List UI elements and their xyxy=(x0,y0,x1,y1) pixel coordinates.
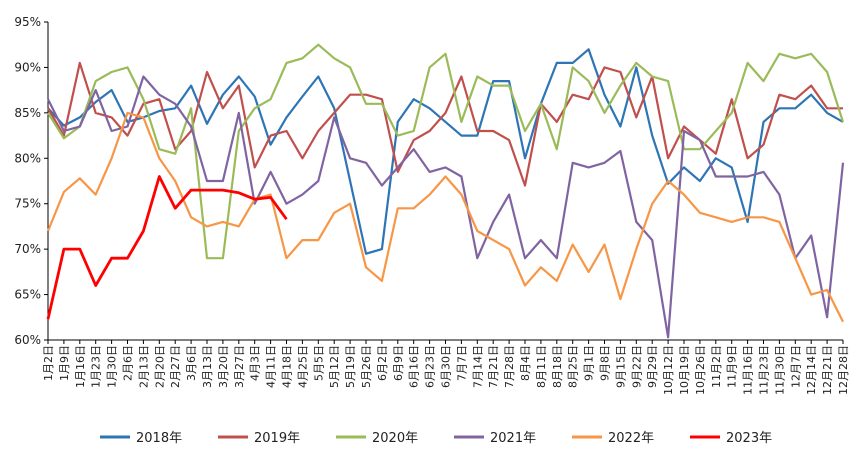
x-tick-label: 9月22日 xyxy=(630,345,643,388)
series-layer xyxy=(46,43,845,339)
x-tick-label: 5月5日 xyxy=(312,345,325,381)
x-tick-label: 1月2日 xyxy=(42,345,55,381)
x-tick-label: 10月26日 xyxy=(694,345,707,395)
y-tick-label: 75% xyxy=(14,197,41,211)
legend-label: 2022年 xyxy=(608,431,654,446)
x-tick-label: 12月7日 xyxy=(789,345,802,388)
x-tick-label: 2月20日 xyxy=(153,345,166,388)
x-tick-label: 7月14日 xyxy=(471,345,484,388)
x-tick-label: 2月13日 xyxy=(137,345,150,388)
y-tick-label: 85% xyxy=(14,106,41,120)
x-tick-label: 12月14日 xyxy=(805,345,818,395)
x-tick-label: 11月16日 xyxy=(742,345,755,395)
x-tick-label: 10月12日 xyxy=(662,345,675,395)
x-tick-label: 8月18日 xyxy=(551,345,564,388)
legend-label: 2019年 xyxy=(254,431,300,446)
y-tick-label: 70% xyxy=(14,242,41,256)
x-tick-label: 5月26日 xyxy=(360,345,373,388)
x-tick-label: 11月2日 xyxy=(710,345,723,388)
x-tick-label: 2月6日 xyxy=(122,345,135,381)
x-tick-label: 6月16日 xyxy=(408,345,421,388)
x-tick-label: 1月23日 xyxy=(90,345,103,388)
x-tick-label: 11月30日 xyxy=(773,345,786,395)
x-tick-label: 7月28日 xyxy=(503,345,516,388)
legend-label: 2023年 xyxy=(726,431,772,446)
x-tick-label: 9月8日 xyxy=(599,345,612,381)
x-tick-label: 8月25日 xyxy=(567,345,580,388)
legend-label: 2020年 xyxy=(372,431,418,446)
x-tick-label: 4月25日 xyxy=(296,345,309,388)
x-tick-label: 6月2日 xyxy=(376,345,389,381)
x-tick-label: 8月4日 xyxy=(519,345,532,381)
series-line-2023年 xyxy=(46,175,288,320)
x-tick-label: 1月16日 xyxy=(74,345,87,388)
series-line-2021年 xyxy=(47,75,845,339)
x-tick-label: 2月27日 xyxy=(169,345,182,388)
x-tick-label: 7月7日 xyxy=(455,345,468,381)
x-tick-label: 1月30日 xyxy=(106,345,119,388)
legend-label: 2021年 xyxy=(490,431,536,446)
legend: 2018年 2019年 2020年 2021年 2022年 2023年 xyxy=(100,431,772,446)
x-tick-label: 4月11日 xyxy=(265,345,278,388)
x-tick-label: 10月19日 xyxy=(678,345,691,395)
x-tick-label: 12月28日 xyxy=(837,345,850,395)
y-tick-label: 65% xyxy=(14,288,41,302)
axes: 60% 65% 70% 75% 80% 85% 90% 95% 1月2日 1月9日 1月16日 1月2… xyxy=(14,15,850,395)
x-tick-label: 4月18日 xyxy=(281,345,294,388)
series-line-2020年 xyxy=(47,43,845,260)
x-tick-label: 3月20日 xyxy=(217,345,230,388)
x-tick-label: 12月21日 xyxy=(821,345,834,395)
x-tick-label: 5月19日 xyxy=(344,345,357,388)
x-tick-label: 4月3日 xyxy=(249,345,262,381)
y-tick-label: 80% xyxy=(14,151,41,165)
x-tick-label: 3月6日 xyxy=(185,345,198,381)
x-tick-label: 8月11日 xyxy=(535,345,548,388)
y-tick-label: 90% xyxy=(14,60,41,74)
x-tick-label: 5月12日 xyxy=(328,345,341,388)
series-line-2019年 xyxy=(47,61,843,187)
y-tick-label: 60% xyxy=(14,333,41,347)
x-tick-label: 6月30日 xyxy=(440,345,453,388)
x-tick-label: 1月9日 xyxy=(58,345,71,381)
series-line-2022年 xyxy=(46,111,844,323)
y-tick-label: 95% xyxy=(14,15,41,29)
legend-label: 2018年 xyxy=(136,431,182,446)
x-tick-label: 11月23日 xyxy=(758,345,771,395)
x-tick-label: 9月15日 xyxy=(614,345,627,388)
x-tick-label: 6月23日 xyxy=(424,345,437,388)
x-tick-label: 6月9日 xyxy=(392,345,405,381)
x-tick-label: 11月9日 xyxy=(726,345,739,388)
x-tick-label: 3月27日 xyxy=(233,345,246,388)
x-tick-label: 7月21日 xyxy=(487,345,500,388)
x-tick-label: 9月1日 xyxy=(583,345,596,381)
x-tick-label: 9月29日 xyxy=(646,345,659,388)
x-tick-label: 3月13日 xyxy=(201,345,214,388)
